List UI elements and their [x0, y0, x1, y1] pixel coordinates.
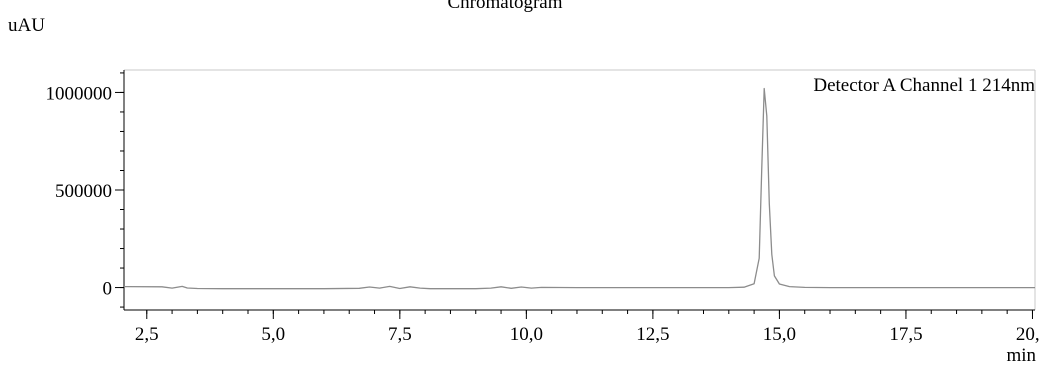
series-line-0	[123, 87, 1035, 290]
chart-title: Chromatogram	[447, 0, 562, 13]
x-tick-label: 10,0	[510, 324, 543, 345]
x-tick-label: 5,0	[261, 324, 285, 345]
x-axis-label: min	[1006, 345, 1036, 366]
y-tick-label: 500000	[55, 181, 112, 202]
x-tick-label: 20,0	[1016, 324, 1039, 345]
x-tick-label: 15,0	[763, 324, 796, 345]
chart-marks: 2,5 5,0 7,5 10,0 12,5 15,0 17,5 20,0 0 500000 1000…	[46, 69, 1039, 345]
y-axis-label: uAU	[8, 15, 45, 36]
y-tick-label: 1000000	[46, 83, 113, 104]
x-tick-label: 12,5	[636, 324, 669, 345]
x-tick-label: 17,5	[889, 324, 922, 345]
x-tick-label: 2,5	[135, 324, 159, 345]
detector-annotation: Detector A Channel 1 214nm	[813, 75, 1035, 96]
x-tick-label: 7,5	[388, 324, 412, 345]
y-tick-label: 0	[103, 279, 113, 300]
